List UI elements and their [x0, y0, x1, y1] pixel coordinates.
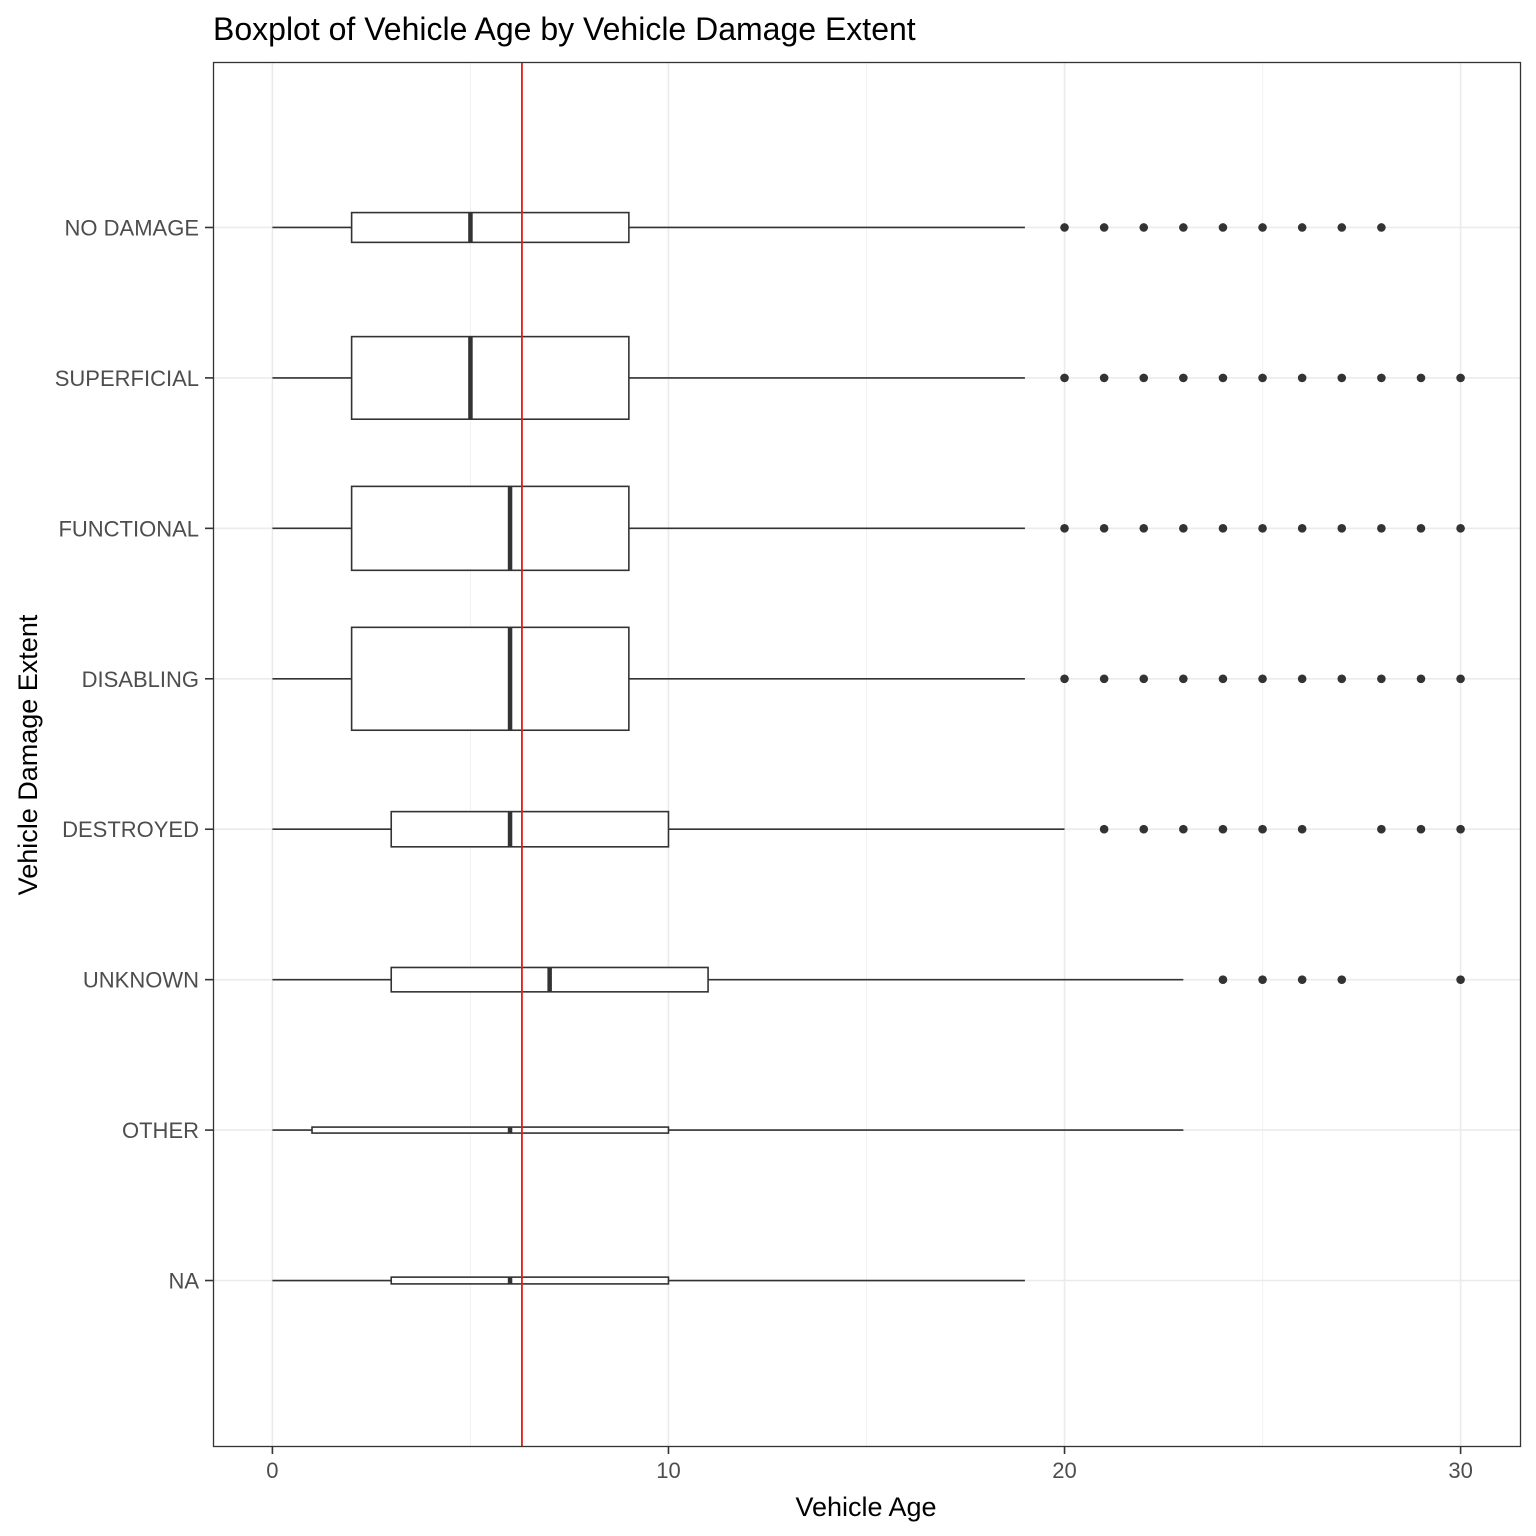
- x-tick-label: 0: [266, 1458, 278, 1483]
- box-destroyed: [272, 810, 1065, 848]
- outlier-point: [1060, 373, 1069, 383]
- grid-layer: [213, 62, 1520, 1446]
- outlier-point: [1139, 824, 1149, 834]
- outlier-point: [1099, 524, 1109, 533]
- outlier-point: [1099, 223, 1109, 232]
- outlier-point: [1218, 975, 1228, 984]
- outlier-point: [1416, 373, 1426, 383]
- y-axis-title: Vehicle Damage Extent: [13, 614, 43, 895]
- box-iqr: [390, 810, 670, 848]
- y-tick-label: UNKNOWN: [83, 968, 199, 993]
- outlier-point: [1297, 373, 1307, 383]
- outlier-point: [1099, 824, 1109, 834]
- outlier-point: [1139, 524, 1149, 533]
- box-disabling: [272, 626, 1025, 732]
- outlier-point: [1179, 674, 1188, 684]
- outlier-point: [1377, 524, 1386, 533]
- outlier-point: [1337, 223, 1347, 232]
- outlier-point: [1456, 373, 1465, 383]
- outlier-point: [1258, 975, 1267, 984]
- outlier-point: [1377, 674, 1386, 684]
- box-iqr: [350, 485, 630, 572]
- outlier-layer: [1060, 223, 1465, 984]
- outlier-point: [1258, 223, 1267, 232]
- outlier-point: [1060, 674, 1069, 684]
- panel-border: [212, 61, 1522, 1448]
- outlier-point: [1258, 524, 1267, 533]
- x-tick-label: 30: [1448, 1458, 1472, 1483]
- axis-layer: 0 10 20 30 NO DAMAGE SUPERFICIAL FUNCTIONAL DIS…: [55, 215, 1473, 1483]
- outlier-point: [1060, 223, 1069, 232]
- outlier-point: [1337, 975, 1347, 984]
- outlier-point: [1456, 975, 1465, 984]
- box-iqr: [311, 1126, 670, 1134]
- outlier-point: [1218, 373, 1228, 383]
- box-layer: [272, 211, 1184, 1285]
- outlier-point: [1377, 223, 1386, 232]
- outlier-point: [1337, 373, 1347, 383]
- outlier-point: [1218, 524, 1228, 533]
- outlier-point: [1297, 674, 1307, 684]
- chart-title: Boxplot of Vehicle Age by Vehicle Damage…: [213, 11, 916, 47]
- box-iqr: [350, 211, 630, 244]
- outlier-point: [1060, 524, 1069, 533]
- box-iqr: [350, 626, 630, 732]
- outlier-point: [1416, 824, 1426, 834]
- outlier-point: [1377, 824, 1386, 834]
- y-tick-label: NO DAMAGE: [65, 215, 199, 240]
- outlier-point: [1179, 524, 1188, 533]
- box-iqr: [350, 335, 630, 421]
- outlier-point: [1179, 223, 1188, 232]
- outlier-point: [1179, 824, 1188, 834]
- box-superficial: [272, 335, 1025, 421]
- outlier-point: [1218, 674, 1228, 684]
- x-tick-label: 10: [656, 1458, 680, 1483]
- outlier-point: [1377, 373, 1386, 383]
- outlier-point: [1416, 674, 1426, 684]
- outlier-point: [1456, 524, 1465, 533]
- y-tick-label: NA: [168, 1269, 199, 1294]
- outlier-point: [1297, 824, 1307, 834]
- outlier-point: [1139, 373, 1149, 383]
- outlier-point: [1456, 674, 1465, 684]
- outlier-point: [1337, 674, 1347, 684]
- y-tick-label: FUNCTIONAL: [58, 516, 199, 541]
- y-tick-label: DESTROYED: [62, 817, 199, 842]
- outlier-point: [1297, 223, 1307, 232]
- outlier-point: [1258, 674, 1267, 684]
- box-na: [272, 1276, 1025, 1285]
- outlier-point: [1337, 524, 1347, 533]
- box-functional: [272, 485, 1025, 572]
- x-tick-label: 20: [1052, 1458, 1076, 1483]
- y-tick-label: SUPERFICIAL: [55, 366, 199, 391]
- outlier-point: [1139, 674, 1149, 684]
- outlier-point: [1139, 223, 1149, 232]
- outlier-point: [1297, 524, 1307, 533]
- box-unknown: [272, 966, 1184, 993]
- outlier-point: [1179, 373, 1188, 383]
- y-tick-label: DISABLING: [82, 667, 199, 692]
- box-no-damage: [272, 211, 1025, 244]
- outlier-point: [1456, 824, 1465, 834]
- outlier-point: [1218, 824, 1228, 834]
- box-other: [272, 1126, 1184, 1134]
- y-tick-label: OTHER: [122, 1118, 199, 1143]
- x-axis-title: Vehicle Age: [795, 1492, 936, 1522]
- outlier-point: [1297, 975, 1307, 984]
- outlier-point: [1099, 373, 1109, 383]
- outlier-point: [1218, 223, 1228, 232]
- outlier-point: [1258, 373, 1267, 383]
- box-iqr: [390, 1276, 670, 1285]
- outlier-point: [1258, 824, 1267, 834]
- outlier-point: [1416, 524, 1426, 533]
- outlier-point: [1099, 674, 1109, 684]
